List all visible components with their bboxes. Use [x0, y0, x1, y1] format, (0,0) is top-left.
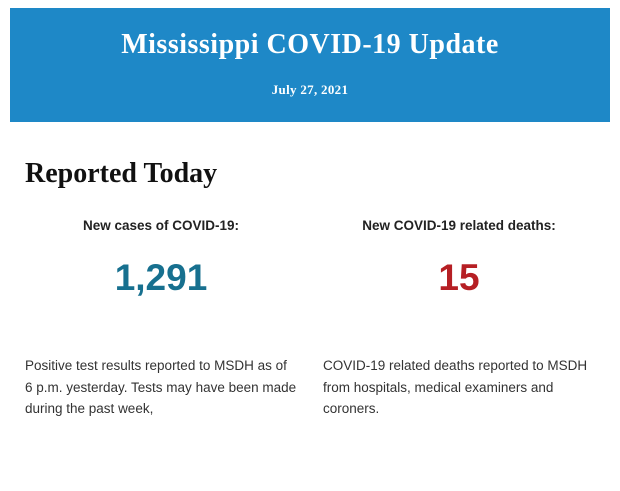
new-deaths-value: 15: [438, 257, 480, 298]
new-deaths-description: COVID-19 related deaths reported to MSDH…: [323, 358, 588, 417]
new-deaths-label: New COVID-19 related deaths:: [362, 218, 556, 233]
new-cases-label: New cases of COVID-19:: [82, 218, 240, 233]
stat-new-deaths: New COVID-19 related deaths: 15 COVID-19…: [323, 218, 595, 420]
stat-new-cases: New cases of COVID-19: 1,291 Positive te…: [25, 218, 297, 420]
page-title: Mississippi COVID-19 Update: [121, 29, 499, 60]
header-banner: Mississippi COVID-19 Update July 27, 202…: [10, 8, 610, 122]
section-title: Reported Today: [25, 158, 218, 189]
stats-row: New cases of COVID-19: 1,291 Positive te…: [25, 218, 595, 420]
new-cases-description: Positive test results reported to MSDH a…: [25, 358, 297, 417]
report-date: July 27, 2021: [271, 82, 349, 97]
new-cases-value: 1,291: [114, 257, 208, 298]
content-area: Reported Today New cases of COVID-19: 1,…: [0, 158, 620, 420]
